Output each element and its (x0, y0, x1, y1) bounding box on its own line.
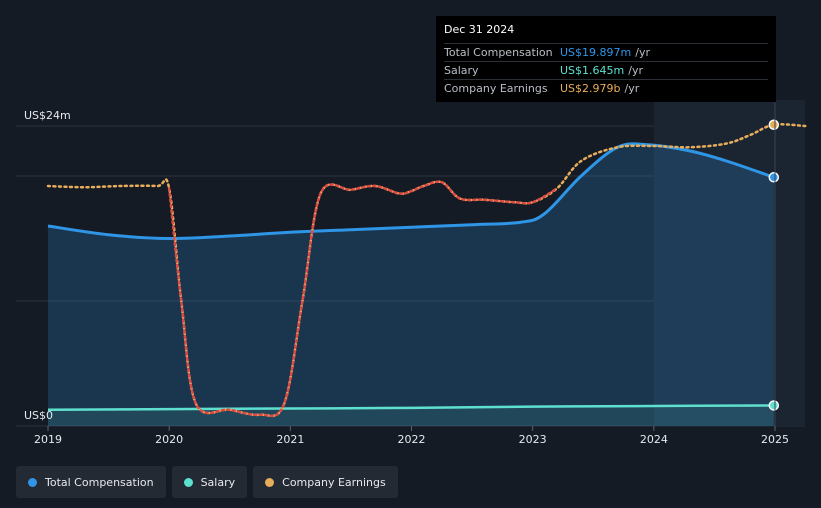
end-markers (768, 100, 780, 426)
tooltip-unit: /yr (628, 64, 643, 77)
y-tick-label: US$24m (24, 109, 71, 122)
tooltip-unit: /yr (624, 82, 640, 95)
tooltip-unit: /yr (635, 46, 650, 59)
total-compensation-line (47, 142, 775, 241)
y-axis: US$24m US$0 (24, 109, 71, 422)
company-earnings-negative-segment (167, 180, 559, 418)
x-tick-label: 2024 (640, 433, 668, 446)
legend-label: Salary (200, 475, 236, 489)
legend-dot-icon (265, 477, 275, 487)
tooltip-label: Total Compensation (444, 46, 553, 59)
salary-line (47, 404, 774, 411)
legend-label: Total Compensation (45, 475, 154, 489)
tooltip-row-salary: Salary US$1.645m /yr (444, 61, 768, 79)
tooltip-date: Dec 31 2024 (444, 23, 515, 36)
chart: US$24m US$0 2019 2020 2021 2022 2023 2024 2025 (16, 100, 807, 446)
x-tick-label: 2023 (519, 433, 547, 446)
x-tick-label: 2020 (155, 433, 183, 446)
legend-label: Company Earnings (282, 475, 386, 489)
tooltip-value: US$2.979b (560, 82, 621, 95)
legend-dot-icon (28, 477, 37, 487)
tooltip-row-total: Total Compensation US$19.897m /yr (444, 43, 768, 61)
x-tick-label: 2025 (761, 433, 789, 446)
tooltip-row-earnings: Company Earnings US$2.979b /yr (444, 79, 768, 97)
salary-end-marker (768, 400, 780, 411)
legend: Total Compensation Salary Company Earnin… (16, 466, 398, 498)
tooltip: Dec 31 2024 Total Compensation US$19.897… (436, 16, 776, 102)
forecast-highlight (653, 100, 805, 426)
x-tick-label: 2022 (398, 433, 426, 446)
x-axis: 2019 2020 2021 2022 2023 2024 2025 (34, 426, 789, 446)
legend-item-total-compensation[interactable]: Total Compensation (16, 466, 166, 498)
legend-dot-icon (183, 477, 193, 487)
legend-item-company-earnings[interactable]: Company Earnings (253, 466, 398, 498)
x-tick-label: 2021 (276, 433, 304, 446)
total-compensation-end-marker (768, 172, 780, 183)
series-lines (46, 123, 807, 418)
company-earnings-end-marker (768, 119, 780, 130)
tooltip-value: US$1.645m (560, 64, 625, 77)
tooltip-value: US$19.897m (560, 46, 632, 59)
tooltip-label: Salary (444, 64, 479, 77)
legend-item-salary[interactable]: Salary (171, 466, 248, 498)
tooltip-label: Company Earnings (444, 82, 548, 95)
total-compensation-area (48, 143, 774, 426)
y-tick-label: US$0 (24, 409, 53, 422)
x-tick-label: 2019 (34, 433, 62, 446)
